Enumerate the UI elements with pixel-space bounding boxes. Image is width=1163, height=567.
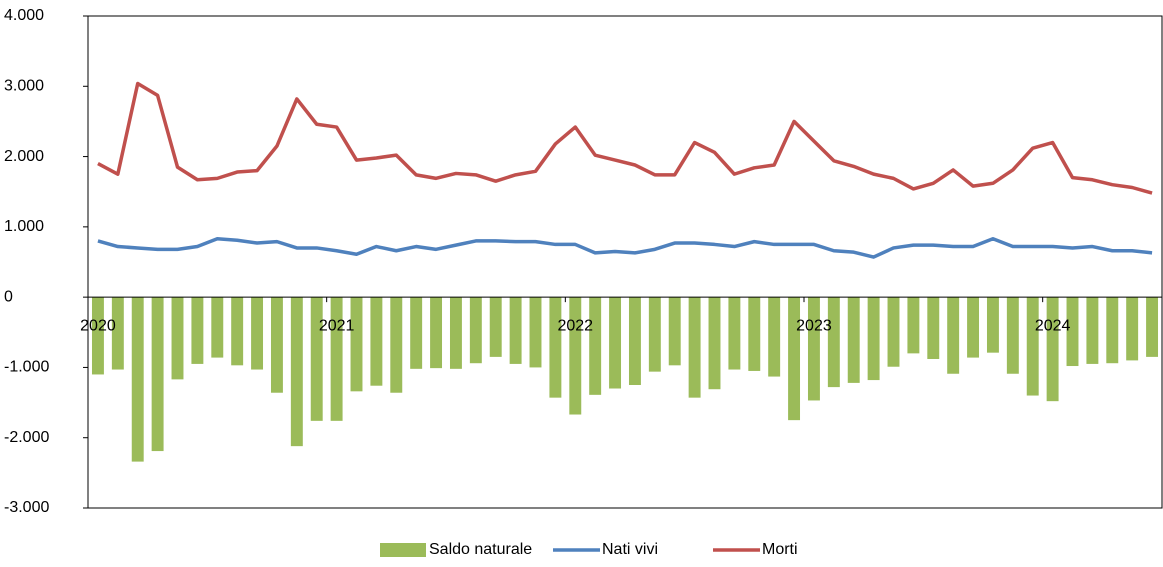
- bar: [827, 297, 840, 388]
- bar: [310, 297, 323, 421]
- bar: [529, 297, 542, 368]
- bar: [449, 297, 462, 369]
- y-tick-label: -3.000: [4, 499, 49, 516]
- line: [97, 237, 1153, 259]
- bar: [549, 297, 562, 398]
- bar: [270, 297, 283, 393]
- bar: [509, 297, 522, 364]
- bar: [1046, 297, 1059, 402]
- y-tick-label: 2.000: [4, 148, 44, 165]
- bar: [290, 297, 303, 447]
- y-tick-label: 3.000: [4, 78, 44, 95]
- bar: [728, 297, 741, 370]
- bar: [569, 297, 582, 415]
- bar: [967, 297, 980, 358]
- bar: [609, 297, 622, 389]
- y-tick-label: 4.000: [4, 7, 44, 24]
- x-tick-label: 2021: [319, 317, 355, 334]
- x-tick-label: 2022: [557, 317, 593, 334]
- legend-label: Saldo naturale: [429, 541, 532, 558]
- bar: [350, 297, 363, 392]
- plot-frame: [87, 15, 1163, 509]
- bar: [171, 297, 184, 380]
- bar: [211, 297, 224, 358]
- bar: [986, 297, 999, 353]
- bar: [489, 297, 502, 357]
- legend-label: Morti: [762, 541, 798, 558]
- bar: [1006, 297, 1019, 374]
- bar: [867, 297, 880, 381]
- x-tick-label: 2023: [796, 317, 832, 334]
- bar: [628, 297, 641, 385]
- bar: [410, 297, 423, 369]
- y-tick-label: -1.000: [4, 359, 49, 376]
- bar: [231, 297, 244, 366]
- bar: [131, 297, 144, 462]
- bar: [370, 297, 383, 386]
- bar: [907, 297, 920, 354]
- x-tick-label: 2020: [80, 317, 116, 334]
- bar: [1126, 297, 1139, 361]
- bar: [1086, 297, 1099, 364]
- line: [97, 81, 1153, 195]
- bar: [847, 297, 860, 383]
- bar: [768, 297, 781, 377]
- bar: [390, 297, 403, 393]
- bar: [648, 297, 661, 372]
- bar: [807, 297, 820, 401]
- bar: [469, 297, 482, 364]
- legend-swatch: [380, 543, 426, 557]
- bar: [1066, 297, 1079, 367]
- bar: [191, 297, 204, 364]
- y-tick-label: -2.000: [4, 429, 49, 446]
- legend-label: Nati vivi: [602, 541, 658, 558]
- bar: [151, 297, 164, 452]
- bar: [111, 297, 124, 370]
- bar: [668, 297, 681, 366]
- y-tick-label: 1.000: [4, 218, 44, 235]
- bar: [330, 297, 343, 421]
- bar: [589, 297, 602, 395]
- bar: [788, 297, 801, 421]
- bar: [927, 297, 940, 359]
- bar: [1146, 297, 1159, 357]
- bar: [748, 297, 761, 371]
- bar: [251, 297, 264, 370]
- bar: [91, 297, 104, 375]
- bar: [1106, 297, 1119, 364]
- bar: [430, 297, 443, 369]
- bar: [708, 297, 721, 390]
- bar: [887, 297, 900, 367]
- x-tick-label: 2024: [1035, 317, 1071, 334]
- bar: [1026, 297, 1039, 396]
- y-tick-label: 0: [4, 288, 13, 305]
- bar: [688, 297, 701, 398]
- bar: [947, 297, 960, 374]
